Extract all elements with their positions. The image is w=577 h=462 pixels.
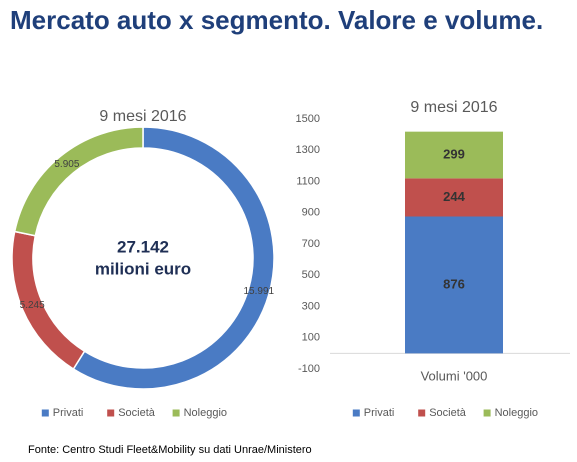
data-label: 244 bbox=[443, 189, 465, 204]
y-tick-label: 900 bbox=[302, 207, 320, 219]
legend-label: Privati bbox=[364, 407, 395, 419]
legend-swatch bbox=[172, 409, 180, 417]
legend-label: Noleggio bbox=[184, 407, 227, 419]
donut-slice bbox=[72, 126, 275, 390]
y-tick-label: -100 bbox=[298, 363, 320, 375]
legend-swatch bbox=[107, 409, 115, 417]
slide-title: Mercato auto x segmento. Valore e volume… bbox=[10, 5, 543, 35]
legend-swatch bbox=[41, 409, 49, 417]
data-label: 5.905 bbox=[54, 159, 79, 170]
x-tick-label: Volumi '000 bbox=[421, 368, 488, 383]
data-label: 5.245 bbox=[20, 300, 45, 311]
data-label: 876 bbox=[443, 276, 465, 291]
legend-label: Società bbox=[118, 407, 156, 419]
y-tick-label: 1500 bbox=[296, 113, 320, 125]
bar-segment bbox=[405, 178, 503, 217]
center-label: 27.142 bbox=[117, 237, 169, 256]
chart-title: 9 mesi 2016 bbox=[99, 108, 186, 125]
bar-segment bbox=[405, 216, 503, 354]
legend-swatch bbox=[483, 409, 491, 417]
source-note: Fonte: Centro Studi Fleet&Mobility su da… bbox=[28, 444, 312, 456]
legend-label: Società bbox=[429, 407, 467, 419]
legend-label: Noleggio bbox=[495, 407, 538, 419]
legend-swatch bbox=[418, 409, 426, 417]
y-tick-label: 1100 bbox=[296, 175, 320, 187]
data-label: 299 bbox=[443, 146, 465, 161]
legend-swatch bbox=[352, 409, 360, 417]
center-label: milioni euro bbox=[95, 259, 191, 278]
donut-slice bbox=[13, 126, 144, 237]
y-tick-label: 1300 bbox=[296, 144, 320, 156]
chart-title: 9 mesi 2016 bbox=[410, 99, 497, 116]
y-tick-label: 500 bbox=[302, 269, 320, 281]
legend-label: Privati bbox=[53, 407, 84, 419]
y-tick-label: 700 bbox=[302, 238, 320, 250]
bar-segment bbox=[405, 131, 503, 179]
y-tick-label: 100 bbox=[302, 332, 320, 344]
y-tick-label: 300 bbox=[302, 300, 320, 312]
data-label: 15.991 bbox=[244, 286, 275, 297]
